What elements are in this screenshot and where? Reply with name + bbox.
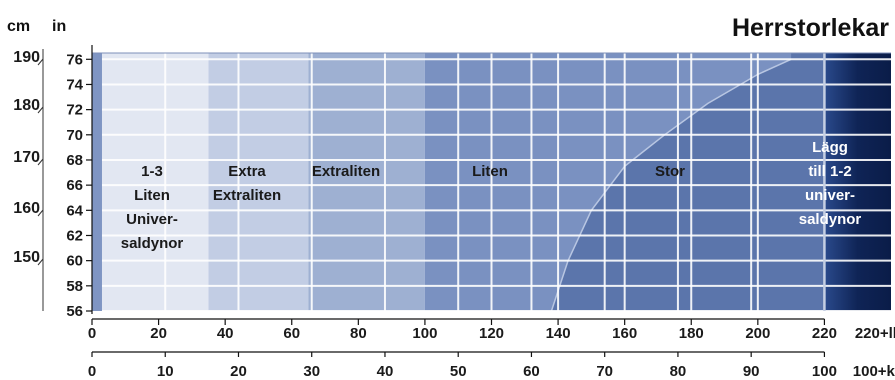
lb-tick-label: 180 [679,325,704,342]
kg-tick-label: 70 [596,363,613,380]
kg-extra-label: 100+kg [853,363,895,380]
lb-tick-label: 140 [546,325,571,342]
lb-tick-label: 0 [88,325,96,342]
zone-1-3-liten [101,53,209,311]
cm-tick-label: 150 [13,249,40,266]
in-tick-label: 66 [66,177,83,194]
kg-tick-label: 30 [303,363,320,380]
in-tick-label: 58 [66,278,83,295]
lb-tick-label: 100 [412,325,437,342]
zone-label-1-3-liten: saldynor [121,235,184,252]
in-tick-label: 76 [66,51,83,68]
in-tick-label: 68 [66,152,83,169]
zone-lagg-till [824,53,891,311]
lb-tick-label: 80 [350,325,367,342]
zone-label-extra-extraliten: Extra [228,163,266,180]
cm-tick [37,258,44,266]
cm-tick [37,106,44,114]
lb-tick-label: 120 [479,325,504,342]
zone-label-1-3-liten: 1-3 [141,163,163,180]
in-tick-label: 62 [66,227,83,244]
kg-tick-label: 40 [377,363,394,380]
lb-tick-label: 60 [283,325,300,342]
zone-label-lagg-till: till 1-2 [808,163,851,180]
zone-label-lagg-till: Lägg [812,139,848,156]
kg-tick-label: 60 [523,363,540,380]
zone-stor [551,53,825,311]
in-tick-label: 64 [66,202,83,219]
zone-label-1-3-liten: Liten [134,187,170,204]
in-tick-label: 70 [66,127,83,144]
kg-tick-label: 10 [157,363,174,380]
in-tick-label: 60 [66,253,83,270]
zone-label-1-3-liten: Univer- [126,211,178,228]
cm-unit-label: cm [7,18,31,35]
lb-tick-label: 160 [612,325,637,342]
lb-extra-label: 220+lb [855,325,895,342]
lb-tick-label: 20 [150,325,167,342]
chart-title: Herrstorlekar [731,14,889,42]
kg-tick-label: 80 [670,363,687,380]
cm-tick [37,58,44,66]
stor-boundary-line [550,58,792,312]
zone-extra-extraliten [208,53,309,311]
kg-tick-label: 100 [812,363,837,380]
lb-tick-label: 200 [745,325,770,342]
kg-tick-label: 0 [88,363,96,380]
kg-tick-label: 50 [450,363,467,380]
zone-label-lagg-till: univer- [805,187,855,204]
cm-tick-label: 170 [13,149,40,166]
zone-label-extra-extraliten: Extraliten [213,187,281,204]
cm-tick [37,209,44,217]
zone-label-liten: Liten [472,163,508,180]
lb-tick-label: 220 [812,325,837,342]
cm-tick-label: 190 [13,49,40,66]
zone-extraliten [308,53,425,311]
in-tick-label: 74 [66,76,83,93]
lb-tick-label: 40 [217,325,234,342]
kg-tick-label: 20 [230,363,247,380]
zone-label-stor: Stor [655,163,685,180]
zone-label-lagg-till: saldynor [799,211,862,228]
in-unit-label: in [52,18,67,35]
kg-tick-label: 90 [743,363,760,380]
in-tick-label: 56 [66,303,83,320]
cm-tick-label: 160 [13,200,40,217]
zone-label-extraliten: Extraliten [312,163,380,180]
in-tick-label: 72 [66,102,83,119]
left-edge-strip [92,53,102,311]
cm-tick-label: 180 [13,97,40,114]
cm-tick [37,158,44,166]
